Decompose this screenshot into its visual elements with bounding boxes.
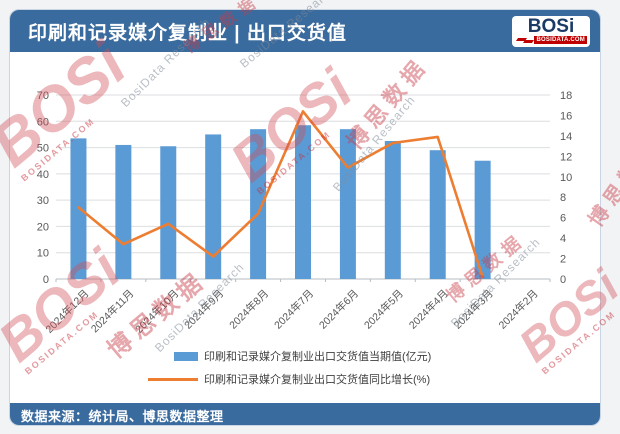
- left-axis-tick-label: 50: [37, 143, 49, 155]
- right-axis-tick-label: 6: [560, 213, 566, 225]
- right-axis-tick-label: 4: [560, 233, 566, 245]
- bar-2024年7月: [295, 125, 311, 279]
- footer-bar: 数据来源：统计局、博思数据整理: [10, 403, 600, 425]
- data-source-text: 数据来源：统计局、博思数据整理: [21, 408, 224, 424]
- legend-item-line-series: 印刷和记录媒介复制业出口交货值同比增长(%): [143, 371, 600, 387]
- bar-2024年9月: [205, 134, 222, 279]
- right-axis-tick-label: 10: [560, 172, 572, 184]
- combo-chart-svg: 0102030405060700246810121416182024年12月20…: [37, 90, 573, 336]
- bar-2024年11月: [115, 144, 132, 279]
- left-axis-tick-label: 10: [37, 248, 49, 260]
- legend-item-bar-series: 印刷和记录媒介复制业出口交货值当期值(亿元): [143, 348, 600, 364]
- right-axis-tick-label: 16: [560, 110, 572, 122]
- x-axis-category-label: 2024年2月: [496, 287, 541, 332]
- logo-domain-text: BOSIDATA.COM: [534, 35, 587, 44]
- x-axis-category-label: 2024年12月: [43, 287, 92, 336]
- x-axis-category-label: 2024年11月: [88, 287, 136, 335]
- left-axis-tick-label: 20: [37, 221, 49, 233]
- bar-2024年3月: [474, 160, 491, 279]
- legend-swatch-bar: [174, 351, 198, 361]
- chart-legend: 印刷和记录媒介复制业出口交货值当期值(亿元) 印刷和记录媒介复制业出口交货值同比…: [10, 348, 600, 387]
- chart-card: 印刷和记录媒介复制业 | 出口交货值 BOSi BOSIDATA.COM 0 10…: [9, 9, 601, 426]
- growth-line: [77, 110, 484, 279]
- legend-label-bar-series: 印刷和记录媒介复制业出口交货值当期值(亿元): [204, 351, 432, 363]
- legend-label-line-series: 印刷和记录媒介复制业出口交货值同比增长(%): [204, 374, 431, 386]
- bosi-logo: BOSi BOSIDATA.COM: [512, 15, 590, 47]
- x-axis-category-label: 2024年7月: [271, 287, 316, 332]
- x-axis-category-label: 2024年3月: [451, 287, 496, 332]
- bar-2024年6月: [339, 129, 356, 279]
- x-axis-category-label: 2024年8月: [227, 287, 272, 332]
- left-axis-tick-label: 30: [37, 195, 49, 207]
- logo-brand-text: BOSi: [527, 15, 575, 37]
- right-axis-tick-label: 0: [560, 274, 566, 286]
- legend-swatch-line: [148, 377, 198, 381]
- right-axis-tick-label: 12: [560, 151, 572, 163]
- bar-2024年10月: [160, 146, 177, 279]
- left-axis-tick-label: 40: [37, 169, 49, 181]
- bar-2024年4月: [429, 150, 446, 279]
- x-axis-category-label: 2024年9月: [182, 287, 227, 332]
- x-axis-category-label: 2024年4月: [406, 287, 451, 332]
- left-axis-tick-label: 60: [37, 116, 49, 128]
- chart-area: 0 10 20 30 40 50 60 70 0 2 4 6 8 10 12 14 16 18 2024年12月 20…: [10, 52, 600, 403]
- left-axis-tick-label: 70: [37, 90, 49, 102]
- bar-2024年5月: [384, 141, 401, 279]
- x-axis-category-label: 2024年6月: [316, 287, 361, 332]
- right-axis-tick-label: 2: [560, 254, 566, 266]
- x-axis-category-label: 2024年5月: [361, 287, 406, 332]
- right-axis-tick-label: 14: [560, 131, 572, 143]
- page-title: 印刷和记录媒介复制业 | 出口交货值: [28, 22, 347, 44]
- right-axis-tick-label: 8: [560, 192, 566, 204]
- bar-2024年8月: [250, 129, 267, 279]
- x-axis-category-label: 2024年10月: [133, 287, 182, 336]
- header-bar: 印刷和记录媒介复制业 | 出口交货值 BOSi BOSIDATA.COM: [10, 10, 600, 52]
- right-axis-tick-label: 18: [560, 90, 572, 102]
- left-axis-tick-label: 0: [43, 274, 49, 286]
